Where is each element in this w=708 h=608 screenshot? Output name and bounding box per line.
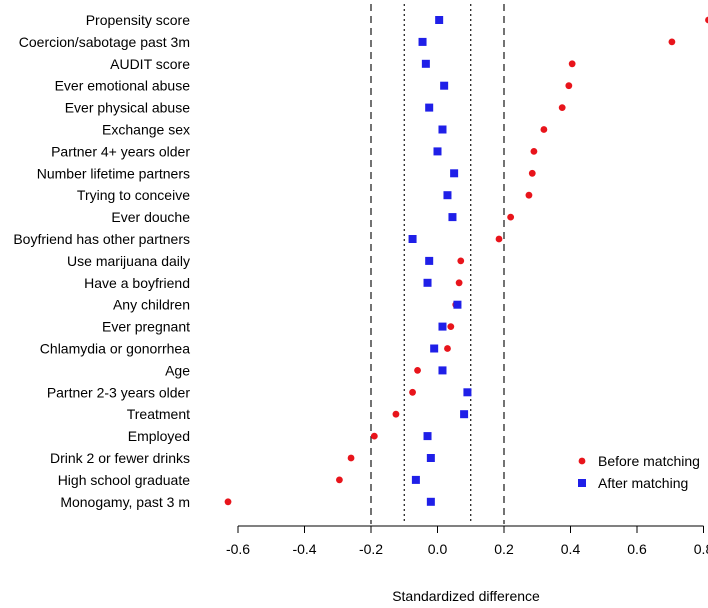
before-matching-point	[414, 367, 421, 374]
category-label: Coercion/sabotage past 3m	[19, 34, 190, 50]
before-matching-point	[370, 432, 378, 440]
after-matching-point	[425, 103, 434, 112]
category-label: Number lifetime partners	[37, 165, 190, 181]
before-matching-point	[444, 345, 451, 352]
after-matching-point	[423, 432, 432, 441]
x-tick-label: 0.8	[694, 541, 708, 557]
legend-label: Before matching	[598, 453, 700, 469]
reference-lines	[370, 4, 505, 524]
category-label: AUDIT score	[110, 56, 190, 72]
before-matching-point	[457, 257, 465, 265]
after-matching-point	[408, 235, 417, 243]
x-tick-label: -0.4	[292, 541, 316, 557]
after-matching-point	[423, 278, 432, 287]
category-labels: Propensity score Coercion/sabotage past 3…	[13, 12, 190, 510]
category-label: Propensity score	[86, 12, 190, 28]
category-label: Any children	[113, 297, 190, 313]
category-label: Employed	[128, 428, 190, 444]
after-matching-point	[463, 388, 472, 397]
x-tick-label: 0.0	[428, 541, 448, 557]
after-matching-point	[440, 81, 449, 90]
x-tick-label: 0.2	[494, 541, 514, 557]
after-matching-point	[433, 147, 442, 156]
after-matching-point	[425, 256, 434, 265]
x-tick-label: 0.4	[561, 541, 581, 557]
after-matching-point	[453, 300, 462, 309]
x-axis: -0.6 -0.4 -0.2 0.0 0.2 0.4 0.6 0.8	[226, 525, 708, 557]
before-matching-point	[668, 38, 676, 46]
category-label: Ever emotional abuse	[55, 78, 191, 94]
category-label: Monogamy, past 3 m	[60, 494, 190, 510]
category-label: Boyfriend has other partners	[13, 231, 190, 247]
x-tick-label: 0.6	[627, 541, 647, 557]
after-matching-point	[411, 475, 420, 484]
before-matching-point	[558, 104, 566, 111]
legend-label: After matching	[598, 475, 688, 491]
category-label: Ever physical abuse	[65, 100, 191, 116]
x-axis-title: Standardized difference	[392, 588, 540, 604]
before-matching-point	[447, 323, 455, 330]
before-matching-point	[568, 60, 576, 68]
after-matching-point	[460, 410, 469, 419]
category-label: Trying to conceive	[77, 187, 190, 203]
after-matching-point	[426, 497, 435, 506]
before-matching-point	[455, 279, 463, 287]
after-matching-point	[438, 125, 447, 134]
legend: Before matching After matching	[578, 453, 700, 491]
category-label: Partner 4+ years older	[51, 143, 190, 159]
category-label: Chlamydia or gonorrhea	[40, 341, 190, 357]
category-label: Ever pregnant	[102, 319, 190, 335]
category-label: Ever douche	[111, 209, 190, 225]
before-matching-point	[507, 213, 515, 221]
before-matching-point	[530, 148, 538, 155]
category-label: Age	[165, 362, 190, 378]
after-matching-point	[450, 169, 459, 178]
after-matching-point	[426, 454, 435, 462]
before-matching-point	[336, 476, 343, 484]
before-matching-point	[540, 126, 548, 133]
after-matching-point	[448, 213, 457, 222]
after-matching-point	[438, 366, 447, 375]
before-matching-point	[409, 388, 416, 396]
before-matching-point	[495, 235, 503, 243]
x-tick-label: -0.2	[359, 541, 383, 557]
data-points	[224, 16, 708, 506]
before-matching-point	[392, 410, 400, 418]
before-matching-point	[224, 498, 232, 506]
after-matching-point	[435, 16, 444, 24]
category-label: Exchange sex	[102, 122, 190, 138]
after-matching-point	[430, 344, 439, 353]
category-label: Partner 2-3 years older	[47, 384, 191, 400]
before-matching-point	[528, 169, 536, 177]
before-matching-point	[347, 454, 355, 462]
category-label: Have a boyfriend	[84, 275, 190, 291]
category-label: High school graduate	[58, 472, 191, 488]
after-matching-point	[443, 191, 452, 200]
category-label: Use marijuana daily	[67, 253, 190, 269]
after-matching-point	[418, 37, 427, 46]
category-label: Treatment	[127, 406, 190, 422]
before-matching-point	[525, 191, 533, 199]
legend-after-marker	[578, 479, 586, 487]
before-matching-point	[565, 82, 573, 90]
after-matching-point	[438, 322, 447, 331]
after-matching-point	[421, 59, 430, 68]
category-label: Drink 2 or fewer drinks	[50, 450, 190, 466]
before-matching-point	[705, 16, 708, 24]
x-tick-label: -0.6	[226, 541, 250, 557]
legend-before-marker	[578, 457, 586, 465]
